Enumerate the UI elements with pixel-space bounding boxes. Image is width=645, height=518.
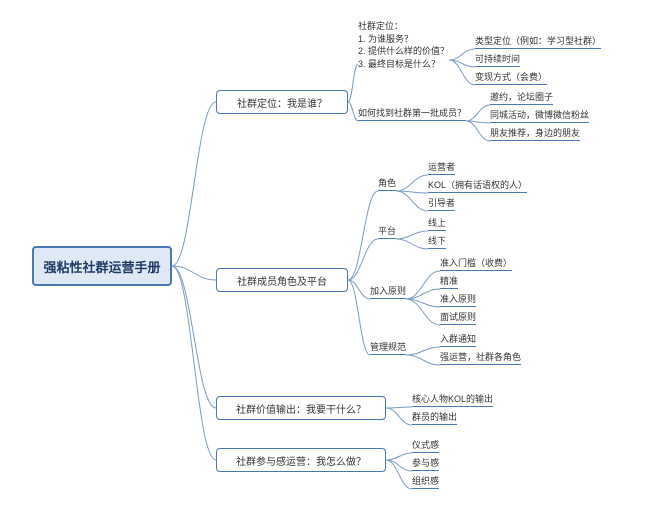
- leaf-node: 精准: [440, 274, 458, 289]
- branch-label: 社群参与感运营：我怎么做？: [236, 453, 366, 468]
- leaf-node: 准入门槛（收费）: [440, 256, 512, 271]
- leaf-node: 组织感: [412, 474, 439, 489]
- leaf-node: 运营者: [428, 160, 455, 175]
- leaf-node: 核心人物KOL的输出: [412, 392, 493, 407]
- leaf-node: 管理规范: [370, 340, 406, 355]
- branch-node: 社群成员角色及平台: [216, 268, 348, 292]
- leaf-node: 加入原则: [370, 284, 406, 299]
- leaf-node: 变现方式（会费）: [475, 70, 547, 85]
- branch-node: 社群定位：我是谁？: [216, 90, 348, 114]
- leaf-node: 准入原则: [440, 292, 476, 307]
- leaf-node: 入群通知: [440, 332, 476, 347]
- branch-label: 社群定位：我是谁？: [237, 95, 327, 110]
- leaf-node: 仪式感: [412, 438, 439, 453]
- leaf-node: 面试原则: [440, 310, 476, 325]
- branch-node: 社群价值输出：我要干什么？: [216, 396, 386, 420]
- leaf-node: 引导者: [428, 196, 455, 211]
- leaf-node: 类型定位（例如：学习型社群）: [475, 34, 601, 49]
- branch-node: 社群参与感运营：我怎么做？: [216, 448, 386, 472]
- branch-label: 社群成员角色及平台: [237, 273, 327, 288]
- branch-label: 社群价值输出：我要干什么？: [236, 401, 366, 416]
- leaf-node: 可持续时间: [475, 52, 520, 67]
- leaf-node: 参与感: [412, 456, 439, 471]
- leaf-node: 平台: [378, 224, 396, 239]
- leaf-node: 强运营，社群各角色: [440, 350, 521, 365]
- leaf-node: KOL（拥有话语权的人）: [428, 178, 527, 193]
- leaf-node: 角色: [378, 176, 396, 191]
- leaf-node: 同城活动，微博微信粉丝: [490, 108, 589, 123]
- leaf-node: 线下: [428, 234, 446, 249]
- note-block: 社群定位： 1. 为谁服务？ 2. 提供什么样的价值？ 3. 最终目标是什么？: [358, 20, 449, 70]
- leaf-node: 线上: [428, 216, 446, 231]
- leaf-node: 如何找到社群第一批成员？: [358, 106, 466, 121]
- root-node: 强粘性社群运营手册: [32, 246, 172, 286]
- leaf-node: 群员的输出: [412, 410, 457, 425]
- root-label: 强粘性社群运营手册: [43, 257, 160, 276]
- leaf-node: 邀约，论坛圈子: [490, 90, 553, 105]
- mindmap-canvas: 强粘性社群运营手册 社群定位：我是谁？ 社群成员角色及平台社群价值输出：我要干什么…: [0, 0, 645, 518]
- leaf-node: 朋友推荐，身边的朋友: [490, 126, 580, 141]
